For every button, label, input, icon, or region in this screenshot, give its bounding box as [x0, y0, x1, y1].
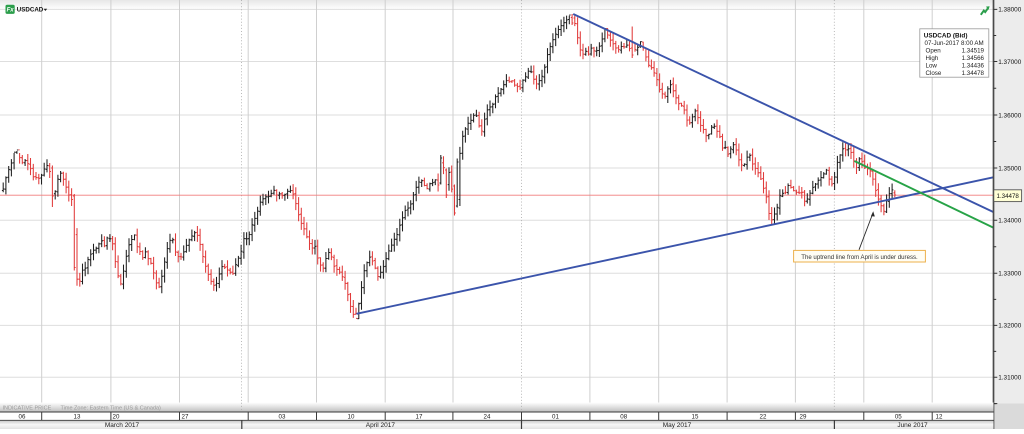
- svg-text:13: 13: [74, 414, 81, 421]
- svg-text:1.35000: 1.35000: [998, 165, 1022, 172]
- svg-text:1.32000: 1.32000: [998, 323, 1022, 330]
- svg-text:Open: Open: [926, 48, 942, 55]
- svg-text:1.38000: 1.38000: [998, 7, 1022, 14]
- svg-text:1.34436: 1.34436: [962, 63, 985, 70]
- svg-text:07-Jun-2017 8:00 AM: 07-Jun-2017 8:00 AM: [925, 40, 984, 47]
- svg-text:Fx: Fx: [7, 8, 15, 14]
- svg-text:USDCAD (Bid): USDCAD (Bid): [924, 32, 968, 39]
- svg-text:June 2017: June 2017: [897, 422, 928, 429]
- svg-text:15: 15: [692, 414, 699, 421]
- svg-text:24: 24: [484, 414, 491, 421]
- svg-text:1.31000: 1.31000: [998, 375, 1022, 382]
- svg-text:Close: Close: [926, 70, 942, 77]
- svg-text:17: 17: [416, 414, 423, 421]
- svg-text:27: 27: [182, 414, 189, 421]
- svg-text:May 2017: May 2017: [663, 422, 692, 429]
- svg-text:April 2017: April 2017: [366, 422, 396, 429]
- svg-text:10: 10: [348, 414, 355, 421]
- svg-text:1.34478: 1.34478: [997, 193, 1020, 200]
- svg-text:1.34519: 1.34519: [962, 48, 985, 55]
- svg-text:1.33000: 1.33000: [998, 271, 1022, 278]
- svg-text:1.36000: 1.36000: [998, 112, 1022, 119]
- svg-text:Time Zone: Eastern Time (US &: Time Zone: Eastern Time (US & Canada): [61, 406, 162, 412]
- svg-text:06: 06: [19, 414, 26, 421]
- svg-text:08: 08: [620, 414, 627, 421]
- svg-text:USDCAD: USDCAD: [17, 7, 44, 14]
- svg-text:1.34566: 1.34566: [962, 55, 985, 62]
- svg-text:12: 12: [936, 414, 943, 421]
- svg-text:22: 22: [760, 414, 767, 421]
- svg-text:High: High: [926, 55, 939, 62]
- svg-text:03: 03: [279, 414, 286, 421]
- svg-text:INDICATIVE PRICE: INDICATIVE PRICE: [3, 406, 52, 412]
- svg-text:1.34478: 1.34478: [962, 70, 985, 77]
- svg-text:March 2017: March 2017: [105, 422, 140, 429]
- svg-text:1.34000: 1.34000: [998, 218, 1022, 225]
- svg-text:20: 20: [113, 414, 120, 421]
- svg-text:29: 29: [800, 414, 807, 421]
- svg-text:The uptrend line from April is: The uptrend line from April is under dur…: [801, 254, 918, 261]
- svg-text:1.37000: 1.37000: [998, 59, 1022, 66]
- svg-text:01: 01: [552, 414, 559, 421]
- svg-text:Low: Low: [926, 63, 938, 70]
- svg-text:05: 05: [895, 414, 902, 421]
